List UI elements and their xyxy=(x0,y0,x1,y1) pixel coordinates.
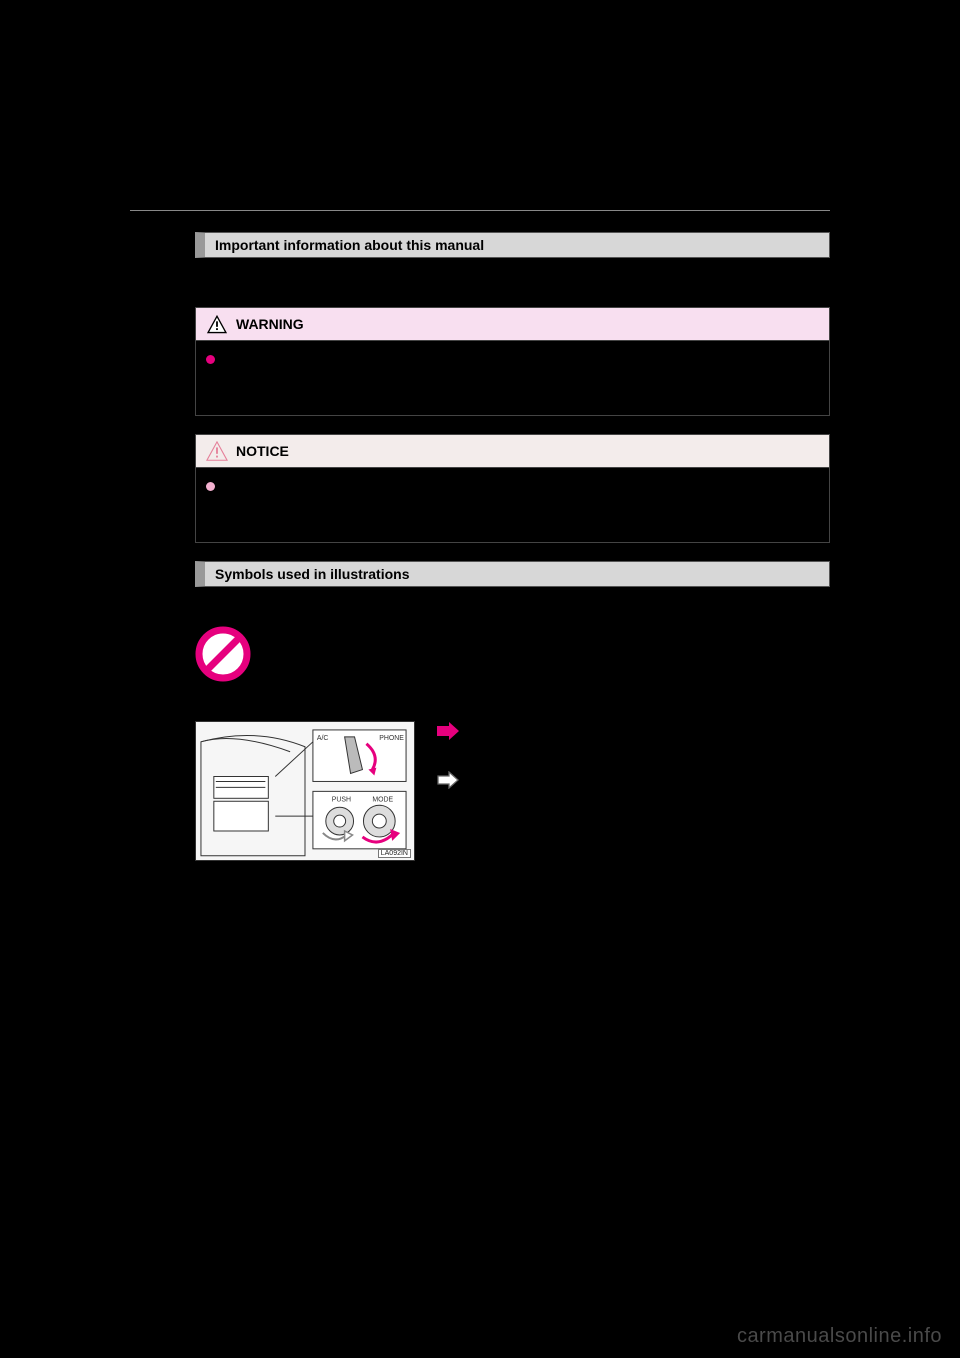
bullet-icon xyxy=(206,482,215,491)
arrows-row: PHONE A/C PUSH MODE xyxy=(195,721,830,861)
warning-box: WARNING This is a warning against someth… xyxy=(195,307,830,416)
notice-body: This is a warning against something whic… xyxy=(196,468,829,542)
safety-symbol-label: Safety symbol xyxy=(195,605,830,620)
intro-text: In this manual, you will see WARNING and… xyxy=(195,276,830,293)
dashboard-illustration: PHONE A/C PUSH MODE xyxy=(195,721,415,861)
safety-symbol-row: In this manual, you will also see a circ… xyxy=(195,626,830,682)
notice-title: NOTICE xyxy=(236,443,289,459)
section-header-important: Important information about this manual xyxy=(195,232,830,258)
prohibit-icon xyxy=(195,626,251,682)
bullet-icon xyxy=(206,355,215,364)
watermark: carmanualsonline.info xyxy=(737,1325,942,1348)
section-header-symbols: Symbols used in illustrations xyxy=(195,561,830,587)
warning-text: This is a warning against something whic… xyxy=(223,351,819,403)
warning-triangle-icon xyxy=(206,314,228,334)
outline-arrow-text: Indicates the outcome of an operation (e… xyxy=(469,770,766,787)
svg-text:PHONE: PHONE xyxy=(379,735,404,742)
solid-arrow-text: Indicates the action (pushing, turning, … xyxy=(469,721,830,756)
warning-box-header: WARNING xyxy=(196,308,829,341)
svg-text:A/C: A/C xyxy=(317,735,329,742)
arrows-label: Arrows indicating operations xyxy=(195,700,830,715)
notice-box: NOTICE This is a warning against somethi… xyxy=(195,434,830,543)
solid-arrow-icon xyxy=(437,722,459,740)
notice-text: This is a warning against something whic… xyxy=(223,478,819,530)
page-number: 8 xyxy=(130,188,138,204)
page-content: Important information about this manual … xyxy=(195,232,830,861)
warning-title: WARNING xyxy=(236,316,304,332)
warning-body: This is a warning against something whic… xyxy=(196,341,829,415)
illustration-code: LA092IN xyxy=(378,849,411,858)
outline-arrow-icon xyxy=(437,771,459,789)
svg-text:MODE: MODE xyxy=(372,796,393,803)
notice-box-header: NOTICE xyxy=(196,435,829,468)
safety-symbol-text: In this manual, you will also see a circ… xyxy=(269,637,830,672)
notice-triangle-icon xyxy=(206,441,228,461)
top-rule xyxy=(130,210,830,211)
arrows-descriptions: Indicates the action (pushing, turning, … xyxy=(437,721,830,803)
svg-text:PUSH: PUSH xyxy=(332,796,351,803)
